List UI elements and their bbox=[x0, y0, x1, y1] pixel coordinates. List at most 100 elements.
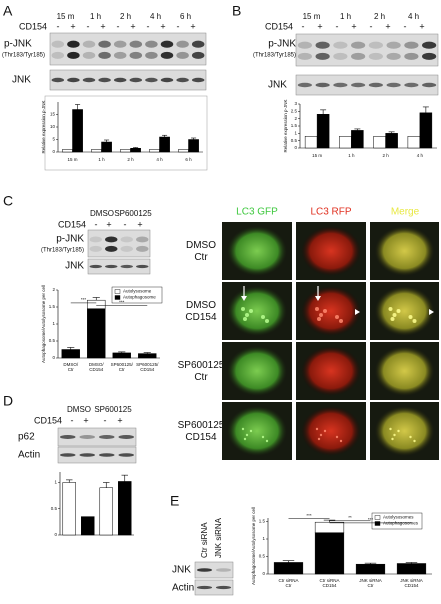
puncta bbox=[408, 315, 413, 319]
x-tick-label: Ctr siRNA Ctr bbox=[279, 578, 299, 588]
puncta bbox=[317, 437, 321, 441]
x-tick-label: JNK siRNA CD154 bbox=[400, 578, 423, 588]
blot-band bbox=[79, 435, 96, 439]
bar-segment bbox=[87, 308, 106, 359]
legend-swatch bbox=[374, 515, 381, 520]
blot-band bbox=[136, 236, 149, 243]
sign: - bbox=[71, 415, 74, 425]
chart-frame bbox=[44, 95, 208, 171]
blot-label: (Thr183/Tyr185) bbox=[41, 248, 84, 254]
blot-band bbox=[176, 51, 189, 59]
y-axis-label: Autophagosome/Autolysosome per cell bbox=[41, 285, 46, 363]
bar bbox=[120, 149, 131, 153]
legend-swatch bbox=[374, 521, 381, 526]
blot-band bbox=[59, 453, 76, 457]
treatment-label: CD154 bbox=[265, 21, 293, 31]
sign: + bbox=[160, 21, 165, 31]
y-tick-label: 0 bbox=[294, 145, 297, 150]
puncta bbox=[393, 433, 396, 437]
group-label: SP600125 bbox=[114, 209, 152, 218]
blot bbox=[57, 446, 137, 464]
sign: + bbox=[130, 21, 135, 31]
sign: - bbox=[117, 21, 120, 31]
x-tick-label: DMSO/Ctr bbox=[63, 362, 79, 372]
group-label: SP600125 bbox=[94, 405, 132, 414]
blot-band bbox=[98, 435, 115, 439]
x-tick-label: 6 h bbox=[185, 157, 192, 162]
y-tick-label: 5 bbox=[52, 137, 55, 142]
significance-label: *** bbox=[368, 517, 374, 522]
panel-letter: A bbox=[3, 3, 13, 19]
blot-band bbox=[89, 245, 102, 252]
puncta bbox=[265, 439, 269, 443]
sign: + bbox=[83, 415, 88, 425]
treatment-label: CD154 bbox=[34, 415, 62, 425]
bar bbox=[178, 149, 189, 153]
blot-band bbox=[105, 264, 118, 269]
y-tick-label: 15 bbox=[50, 112, 56, 117]
puncta bbox=[249, 429, 253, 433]
blot-band bbox=[136, 245, 149, 252]
treatment-label: CD154 bbox=[19, 21, 47, 31]
blot-band bbox=[118, 453, 135, 457]
bar bbox=[188, 139, 199, 153]
x-tick-label: 1 h bbox=[98, 157, 105, 162]
y-tick-label: 0 bbox=[52, 149, 55, 154]
blot-band bbox=[98, 40, 111, 48]
y-axis-label: Autophagosome/Autolysosome per cell bbox=[251, 507, 256, 585]
sign: + bbox=[106, 219, 111, 229]
blot-label: JNK bbox=[268, 80, 287, 91]
blot-band bbox=[113, 51, 127, 59]
puncta bbox=[261, 315, 265, 319]
blot-band bbox=[315, 82, 330, 88]
puncta bbox=[245, 433, 249, 437]
y-tick-label: 2 bbox=[52, 287, 55, 292]
time-label: 15 m bbox=[57, 12, 75, 21]
sign: + bbox=[385, 21, 390, 31]
bar bbox=[149, 149, 160, 153]
blot-label: (Thr183/Tyr185) bbox=[2, 53, 45, 59]
blot-band bbox=[118, 435, 135, 439]
time-label: 4 h bbox=[150, 12, 161, 21]
significance-label: ** bbox=[348, 515, 352, 520]
cell bbox=[301, 286, 361, 336]
x-tick-label: SP600125/CD154 bbox=[136, 362, 159, 372]
arrowhead-marker bbox=[355, 309, 360, 315]
y-tick-label: 1 bbox=[262, 536, 265, 541]
sign: - bbox=[147, 21, 150, 31]
sign: - bbox=[124, 219, 127, 229]
puncta bbox=[392, 313, 397, 317]
sign: + bbox=[419, 21, 424, 31]
blot-band bbox=[113, 77, 127, 83]
y-tick-label: 0 bbox=[54, 532, 57, 537]
blot-label: Actin bbox=[172, 583, 194, 594]
blot-band bbox=[422, 52, 437, 60]
legend-label: Autophagosomes bbox=[383, 521, 419, 526]
bar bbox=[304, 136, 318, 149]
time-label: 1 h bbox=[340, 12, 351, 21]
x-tick-label: 1 h bbox=[348, 153, 355, 158]
blot-band bbox=[215, 568, 232, 572]
bar bbox=[419, 112, 433, 149]
panel-letter: B bbox=[232, 3, 241, 19]
blot-band bbox=[351, 82, 366, 88]
puncta bbox=[261, 435, 265, 439]
puncta bbox=[390, 317, 395, 321]
sign: - bbox=[177, 21, 180, 31]
microscopy-row-label: SP600125 CD154 bbox=[178, 420, 225, 443]
x-tick-label: 2 h bbox=[127, 157, 134, 162]
blot-label: JNK bbox=[12, 75, 31, 86]
blot-band bbox=[145, 51, 158, 59]
puncta bbox=[391, 437, 394, 441]
y-tick-label: 1.5 bbox=[291, 123, 298, 128]
sign: - bbox=[57, 21, 60, 31]
blot-band bbox=[386, 82, 401, 88]
puncta bbox=[339, 439, 343, 443]
blot-band bbox=[89, 236, 102, 243]
blot-band bbox=[120, 264, 133, 269]
blot-band bbox=[113, 40, 127, 48]
sign: - bbox=[104, 415, 107, 425]
blot-band bbox=[297, 41, 312, 49]
bar bbox=[159, 136, 170, 153]
